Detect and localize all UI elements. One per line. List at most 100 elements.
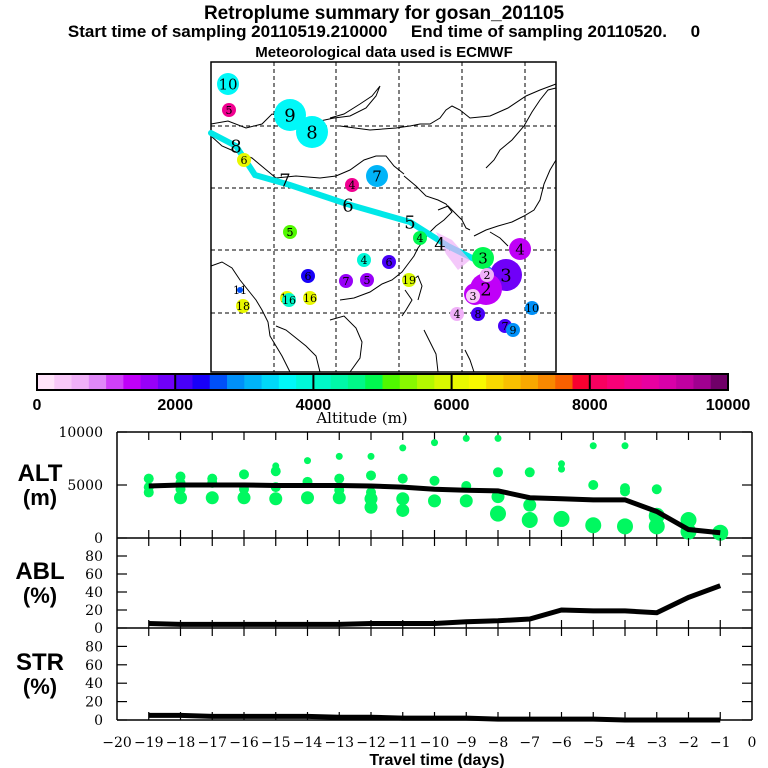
coastline <box>329 315 363 373</box>
colorbar-swatch <box>278 374 297 390</box>
panel-unit-label: (m) <box>23 485 57 510</box>
colorbar-tick-label: 0 <box>33 397 42 414</box>
marker-dot <box>509 238 531 260</box>
chart-title: Retroplume summary for gosan_201105 <box>203 3 565 24</box>
colorbar-swatch <box>676 374 694 390</box>
y-tick-label: 20 <box>85 695 103 711</box>
x-tick-label: −11 <box>388 735 418 751</box>
altitude-dot <box>332 491 346 505</box>
map-marker: 9 <box>506 323 520 337</box>
map-marker: 9 <box>274 99 306 131</box>
x-tick-label: −7 <box>519 735 540 751</box>
marker-dot <box>472 247 494 269</box>
coastline <box>473 159 557 237</box>
x-tick-label: −2 <box>678 735 699 751</box>
colorbar-swatch <box>710 374 729 390</box>
altitude-dot <box>270 466 281 477</box>
panel-alt: 0 5000 10000 ALT(m) <box>18 425 753 547</box>
colorbar-swatch <box>434 374 453 390</box>
colorbar-swatch <box>451 374 470 390</box>
coastline <box>339 83 557 131</box>
x-tick-label: −16 <box>229 735 259 751</box>
colorbar-swatch <box>244 374 263 390</box>
altitude-dot <box>205 491 219 505</box>
panel-label: ABL <box>15 558 64 585</box>
altitude-dot <box>143 487 154 498</box>
marker-day-label: 3 <box>500 265 511 286</box>
altitude-dot <box>335 452 343 460</box>
y-tick-label: 60 <box>85 567 103 583</box>
marker-day-label: 5 <box>226 104 233 117</box>
coastline <box>485 87 557 169</box>
marker-dot <box>402 273 416 287</box>
altitude-dot <box>366 470 376 481</box>
coastline <box>210 261 291 373</box>
x-tick-label: −20 <box>102 735 132 751</box>
altitude-dot <box>462 434 470 442</box>
map-panel: 1059886774655544466753193432234810791118… <box>208 61 557 373</box>
map-marker: 3 <box>466 289 480 303</box>
map-marker: 6 <box>382 255 396 269</box>
y-tick-label: 0 <box>94 621 103 637</box>
marker-day-label: 4 <box>454 308 461 321</box>
altitude-dot <box>521 511 538 528</box>
marker-dot <box>287 229 293 235</box>
x-tick-label: −18 <box>166 735 196 751</box>
x-tick-label: −6 <box>551 735 572 751</box>
marker-dot <box>301 269 315 283</box>
marker-dot <box>466 289 480 303</box>
marker-dot <box>471 307 485 321</box>
marker-dot <box>237 287 243 293</box>
altitude-dot <box>304 457 311 465</box>
altitude-dot <box>648 518 665 535</box>
map-marker: 10 <box>525 301 539 315</box>
marker-day-label: 16 <box>282 294 296 307</box>
y-tick-label: 60 <box>85 658 103 674</box>
map-marker: 19 <box>402 273 416 287</box>
colorbar-swatch <box>417 374 435 390</box>
map-marker: 4 <box>413 231 427 245</box>
marker-dot <box>382 255 396 269</box>
coastline <box>275 325 321 373</box>
altitude-dot <box>239 469 249 480</box>
altitude-dot <box>620 486 630 497</box>
colorbar-swatch <box>520 374 539 390</box>
colorbar-swatch <box>537 374 556 390</box>
colorbar-tick-label: 4000 <box>296 397 332 414</box>
coastline <box>464 349 475 373</box>
marker-day-label: 19 <box>402 274 416 287</box>
colorbar-swatch <box>140 374 159 390</box>
x-tick-label: −10 <box>420 735 450 751</box>
altitude-dot <box>651 484 662 495</box>
coastline <box>437 205 471 231</box>
marker-day-label: 8 <box>475 308 482 321</box>
y-tick-label: 0 <box>94 713 103 729</box>
y-tick-label: 80 <box>85 549 103 565</box>
marker-dot <box>303 291 317 305</box>
x-tick-label: −19 <box>134 735 164 751</box>
map-marker: 5 <box>287 226 294 239</box>
marker-dot <box>506 323 520 337</box>
mean-altitude-line <box>148 482 721 536</box>
colorbar-tick-label: 6000 <box>434 397 470 414</box>
colorbar-swatch <box>296 374 314 390</box>
marker-day-label: 4 <box>417 232 424 245</box>
marker-day-label: 10 <box>218 75 237 93</box>
marker-day-label: 3 <box>470 290 477 303</box>
marker-dot <box>296 116 328 148</box>
coastline <box>489 231 509 247</box>
altitude-dot <box>680 511 697 528</box>
marker-dot <box>413 231 427 245</box>
x-tick-label: −3 <box>646 735 667 751</box>
colorbar-swatch <box>658 374 677 390</box>
marker-day-label: 9 <box>510 324 517 337</box>
abl-fraction-line <box>148 583 722 627</box>
marker-day-label: 6 <box>305 270 312 283</box>
marker-dot <box>274 99 306 131</box>
altitude-dot <box>269 492 283 506</box>
x-tick-label: −12 <box>356 735 386 751</box>
altitude-dot <box>585 517 602 534</box>
colorbar-swatch <box>71 374 90 390</box>
colorbar-swatch <box>486 374 504 390</box>
